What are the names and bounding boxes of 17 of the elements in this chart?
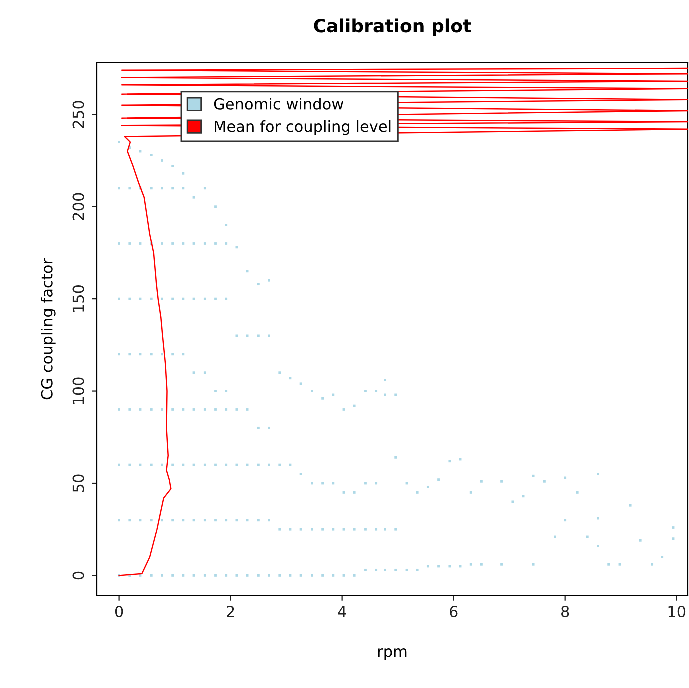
x-tick-label: 2 — [227, 606, 234, 618]
y-tick-label: 0 — [72, 572, 84, 580]
y-axis-title: CG coupling factor — [41, 258, 56, 400]
x-axis-title: rpm — [378, 648, 407, 660]
y-tick-label: 200 — [72, 193, 84, 220]
legend-label: Mean for coupling level — [215, 120, 391, 136]
x-tick-label: 0 — [115, 606, 124, 618]
y-tick-label: 50 — [72, 474, 84, 492]
y-tick-label: 100 — [72, 378, 84, 404]
x-tick-label: 6 — [450, 606, 458, 618]
legend-label: Genomic window — [214, 98, 344, 110]
x-tick-label: 10 — [668, 606, 686, 618]
y-tick-label: 250 — [72, 101, 84, 128]
x-tick-label: 4 — [338, 606, 346, 618]
chart-title: Calibration plot — [314, 18, 472, 36]
y-tick-label: 150 — [72, 286, 84, 312]
x-tick-label: 8 — [562, 606, 570, 618]
